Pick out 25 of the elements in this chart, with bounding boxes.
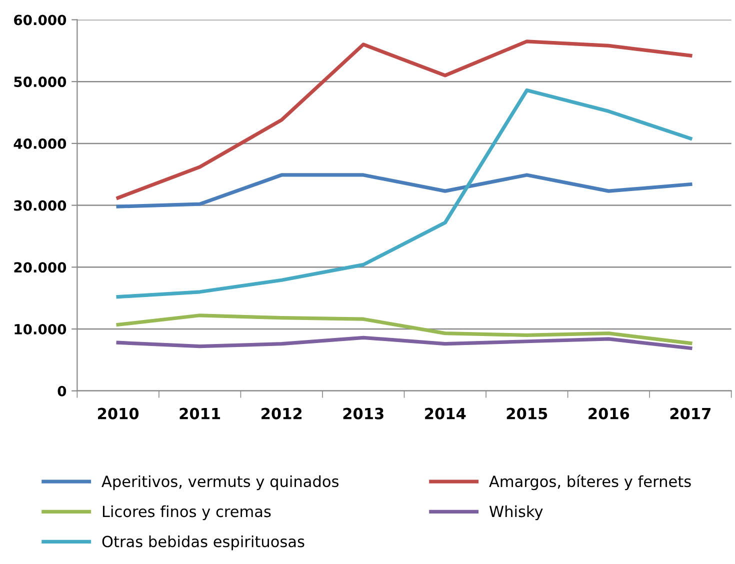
line-series	[116, 336, 692, 350]
x-tick-label: 2011	[180, 408, 220, 420]
legend-label: Whisky	[489, 505, 543, 520]
y-tick-label: 30.000	[14, 200, 66, 211]
legend-label: Aperitivos, vermuts y quinados	[102, 475, 338, 490]
x-tick-label: 2013	[343, 408, 384, 420]
y-tick-label: 50.000	[14, 76, 66, 88]
x-tick-label: 2014	[425, 408, 466, 420]
x-tick-label: 2015	[506, 408, 548, 420]
legend-label: Licores finos y cremas	[102, 505, 271, 520]
y-tick-label: 10.000	[14, 324, 66, 334]
line-series	[116, 314, 692, 346]
x-tick-label: 2010	[98, 408, 139, 420]
legend-label: Otras bebidas espirituosas	[102, 535, 304, 550]
legend-label: Amargos, bíteres y fernets	[489, 474, 691, 490]
y-tick-label: 40.000	[14, 138, 66, 149]
x-tick-label: 2012	[262, 408, 302, 420]
line-series	[116, 88, 692, 299]
y-tick-label: 20.000	[14, 262, 66, 273]
x-tick-label: 2017	[670, 408, 710, 420]
y-tick-label: 0	[58, 386, 66, 396]
y-tick-label: 60.000	[14, 14, 66, 26]
line-series	[116, 40, 692, 200]
line-series	[116, 173, 692, 208]
x-tick-label: 2016	[588, 408, 630, 420]
